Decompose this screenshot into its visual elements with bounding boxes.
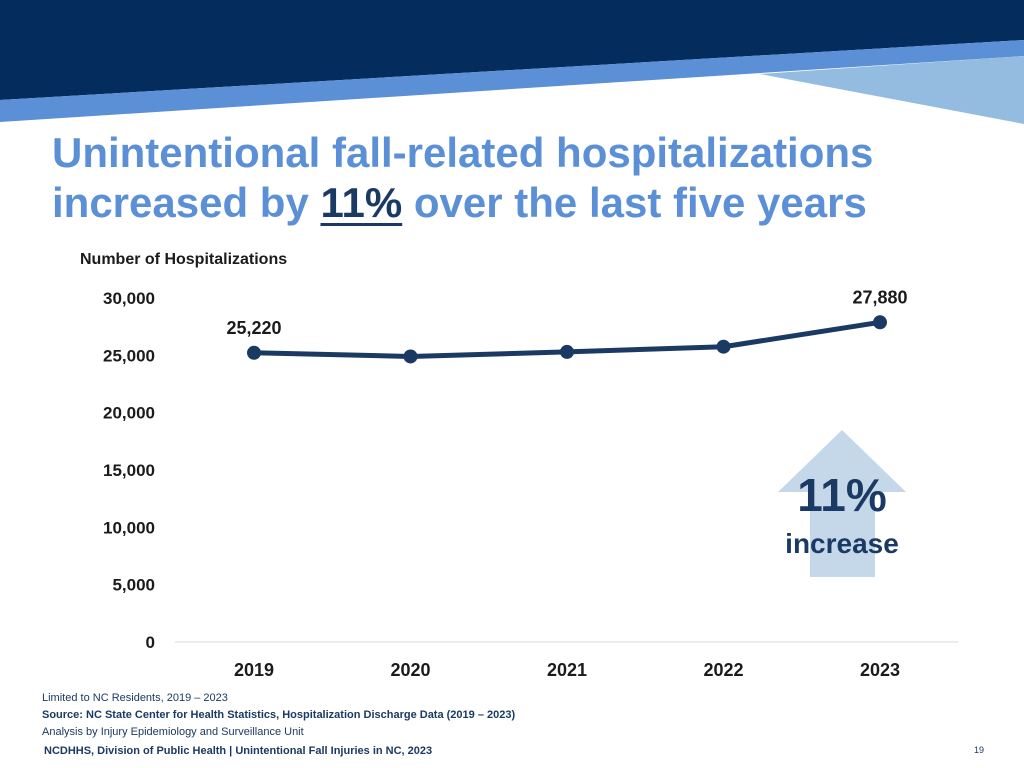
y-tick-labels: 0 5,000 10,000 15,000 20,000 25,000 30,000 [103,289,155,652]
y-axis-title: Number of Hospitalizations [80,251,287,268]
callout-label: increase [785,528,899,559]
data-labels: 25,220 27,880 [226,287,907,338]
banner-mid-stripe [0,40,1024,122]
data-point [716,339,731,354]
callout-value: 11% [797,469,887,521]
y-tick-label: 20,000 [103,404,155,423]
footer-text: NCDHHS, Division of Public Health | Unin… [44,745,433,757]
footnote-residents: Limited to NC Residents, 2019 – 2023 [42,692,228,704]
footnote-analysis: Analysis by Injury Epidemiology and Surv… [42,726,304,738]
banner-light-wedge [760,56,1024,124]
title-part-1: Unintentional fall-related hospitalizati… [52,129,874,226]
y-tick-label: 5,000 [112,576,155,595]
x-tick-label: 2019 [234,660,274,680]
data-point [560,344,574,359]
data-point [247,345,261,360]
data-points [247,315,887,364]
title-highlight: 11% [320,179,403,226]
slide-title: Unintentional fall-related hospitalizati… [52,128,1012,228]
data-label: 25,220 [226,318,281,338]
y-tick-label: 25,000 [103,346,155,365]
x-tick-label: 2023 [860,660,900,680]
y-tick-label: 0 [146,633,155,652]
banner-dark-band [0,0,1024,100]
footnote-source: Source: NC State Center for Health Stati… [42,709,516,721]
x-tick-label: 2022 [703,660,743,680]
y-tick-label: 10,000 [103,518,155,537]
header-banner [0,0,1024,124]
page-number: 19 [973,745,984,755]
x-tick-label: 2021 [547,660,587,680]
data-point [403,349,418,364]
data-point [873,315,887,330]
y-tick-label: 15,000 [103,461,155,480]
title-part-2: over the last five years [402,179,867,226]
y-tick-label: 30,000 [103,289,155,308]
increase-arrow-icon [778,430,906,577]
data-label: 27,880 [852,287,907,307]
x-tick-labels: 2019 2020 2021 2022 2023 [234,660,900,680]
x-tick-label: 2020 [390,660,430,680]
